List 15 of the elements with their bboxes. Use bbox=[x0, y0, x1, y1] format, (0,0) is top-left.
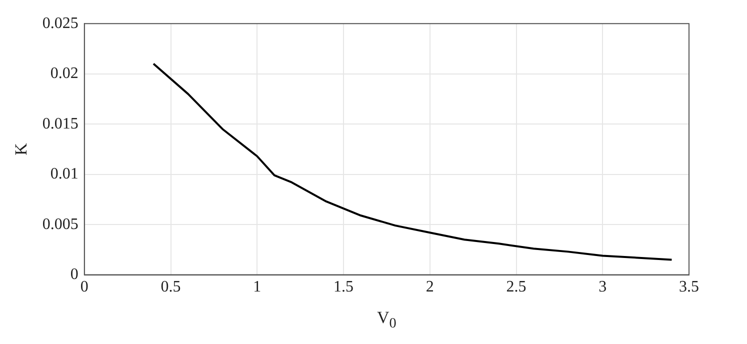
y-tick-label: 0.02 bbox=[50, 65, 78, 82]
x-tick-label: 1.5 bbox=[334, 278, 354, 296]
x-tick-label: 2.5 bbox=[506, 278, 526, 296]
x-axis-title: V$_{0}$ bbox=[377, 308, 396, 332]
x-tick-label: 3.5 bbox=[679, 278, 699, 296]
y-tick-label: 0.005 bbox=[42, 216, 78, 233]
x-tick-label: 2 bbox=[426, 278, 434, 296]
x-tick-label: 1 bbox=[253, 278, 262, 296]
y-tick-label: 0.01 bbox=[50, 166, 78, 183]
y-tick-label: 0 bbox=[70, 266, 78, 284]
x-tick-label: 3 bbox=[598, 278, 607, 296]
y-axis-title: K bbox=[12, 142, 31, 156]
x-tick-label: 0.5 bbox=[160, 278, 181, 296]
y-tick-label: 0.015 bbox=[42, 115, 78, 132]
y-tick-label: 0.025 bbox=[42, 14, 78, 32]
